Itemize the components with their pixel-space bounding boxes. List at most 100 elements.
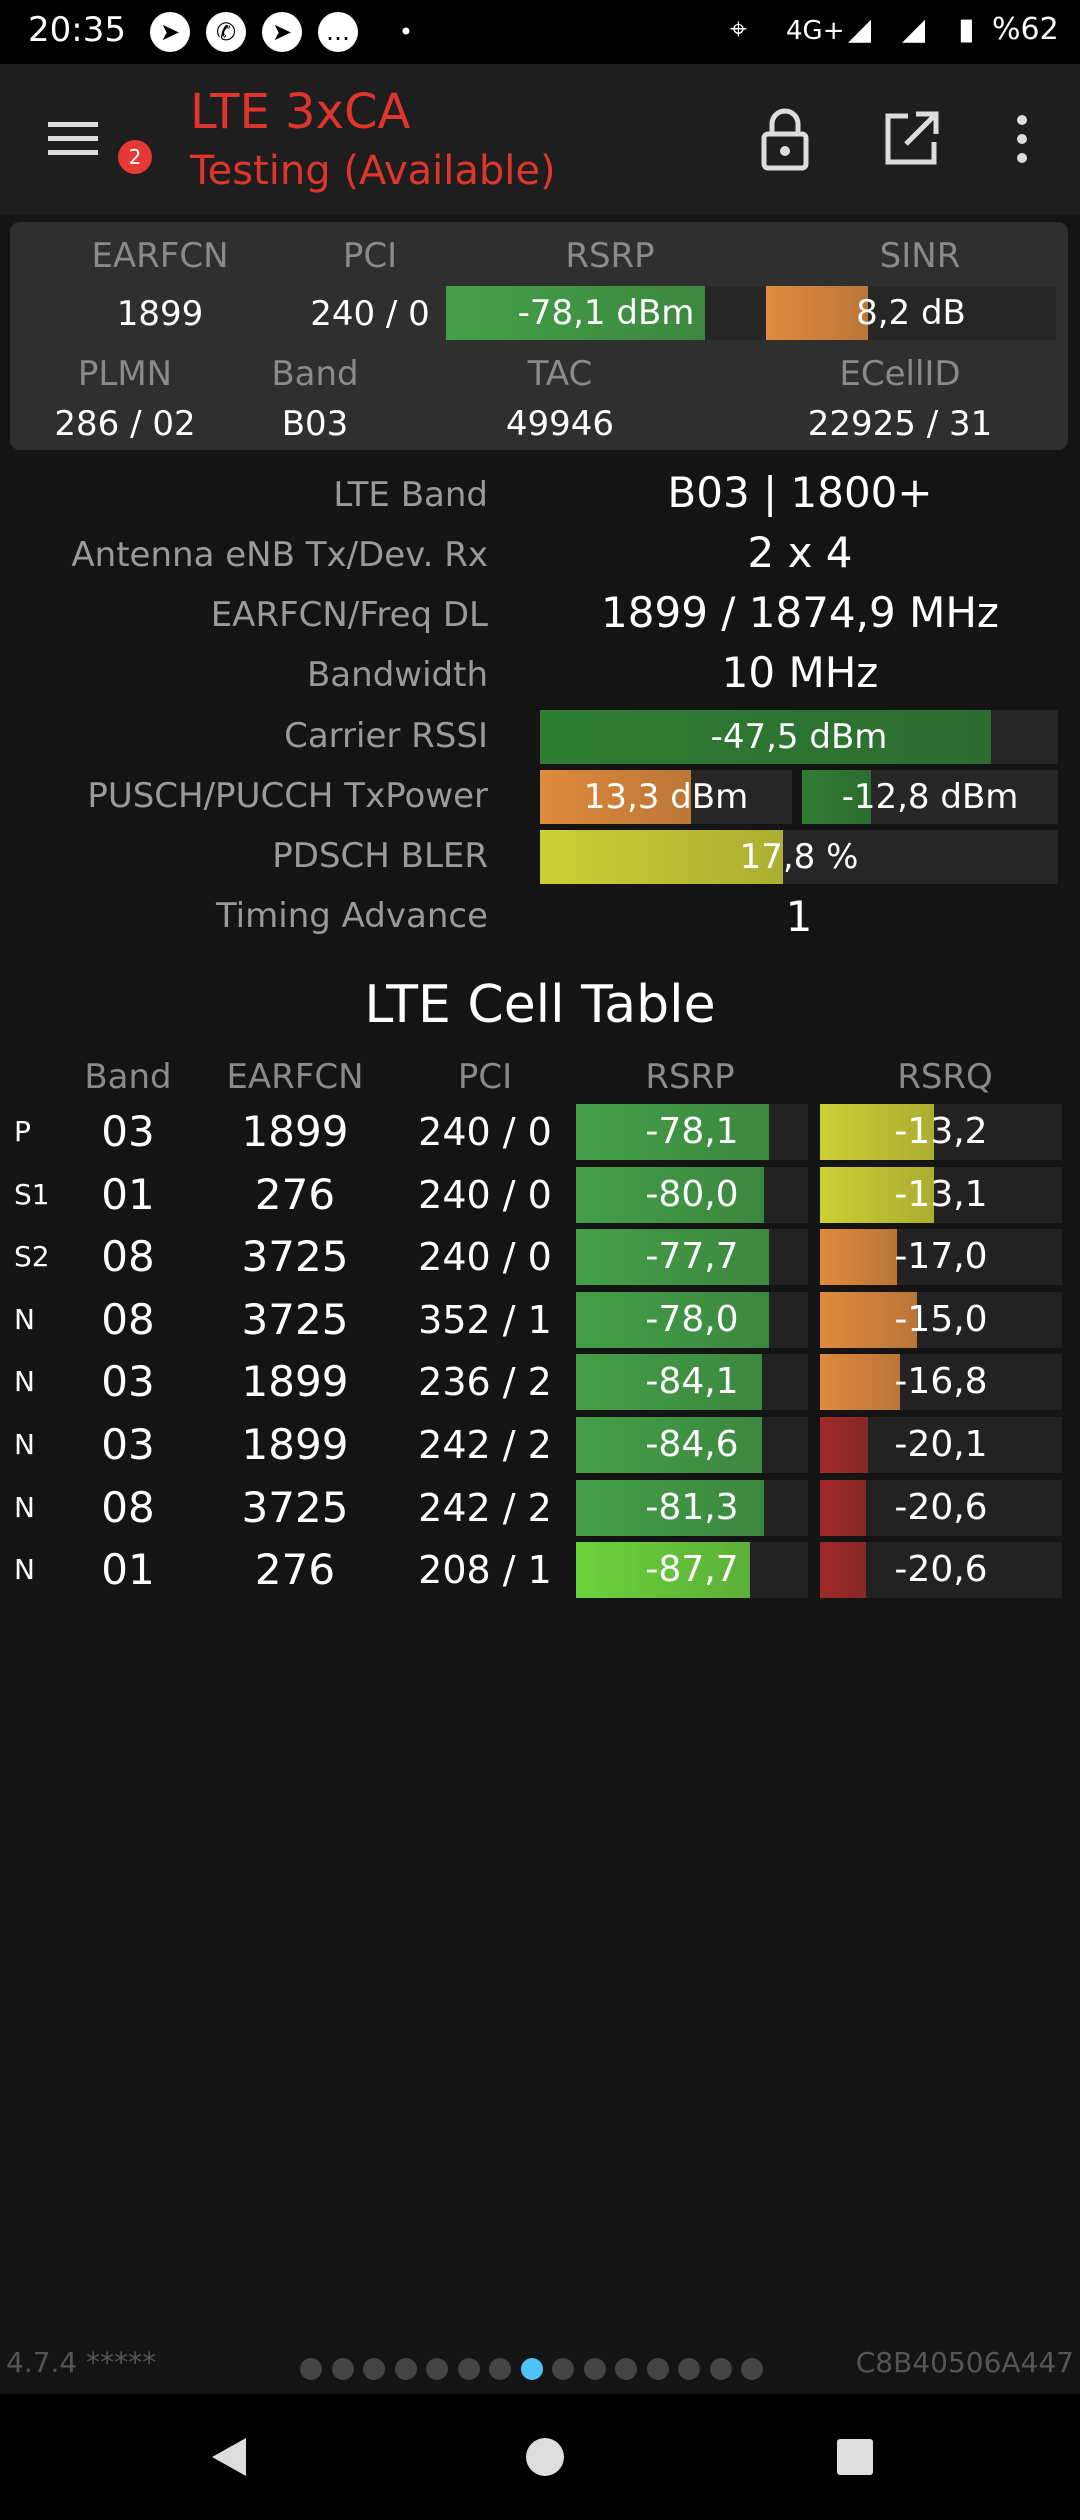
- cell-earfcn: 1899: [241, 1357, 349, 1407]
- page-dot[interactable]: [394, 2358, 417, 2380]
- cell-band: 08: [101, 1232, 155, 1282]
- cell-rsrp-value: -80,0: [645, 1173, 739, 1215]
- tac-value: 49946: [505, 404, 615, 444]
- sinr-bar: 8,2 dB: [766, 286, 1056, 340]
- pusch-power-value: 13,3 dBm: [583, 777, 749, 817]
- page-dot[interactable]: [457, 2358, 480, 2380]
- more-options-icon[interactable]: [1000, 104, 1044, 174]
- cell-earfcn: 3725: [241, 1482, 349, 1532]
- carrier-rssi-bar: -47,5 dBm: [540, 710, 1058, 764]
- cell-rsrq-bar: -20,6: [820, 1542, 1062, 1599]
- band-value: B03: [281, 404, 349, 444]
- menu-button[interactable]: 2: [40, 110, 152, 174]
- cell-band: 01: [101, 1545, 155, 1595]
- cell-rsrq-bar: -17,0: [820, 1229, 1062, 1286]
- open-external-icon[interactable]: [876, 104, 946, 174]
- cell-band: 08: [101, 1482, 155, 1532]
- cell-type: S1: [14, 1177, 50, 1211]
- cell-rsrq-value: -20,6: [894, 1549, 988, 1591]
- sinr-label: SINR: [879, 236, 961, 276]
- telegram-icon: ➤: [150, 12, 190, 52]
- page-dot[interactable]: [741, 2358, 763, 2380]
- cell-rsrp-fill: [576, 1542, 750, 1599]
- footer: 4.7.4 ***** C8B40506A447: [0, 2340, 1080, 2400]
- cell-rsrp-bar: -78,1: [576, 1104, 808, 1160]
- page-dot[interactable]: [552, 2358, 574, 2380]
- cell-rsrp-value: -87,7: [645, 1549, 739, 1591]
- cell-rsrq-value: -16,8: [894, 1361, 988, 1403]
- system-nav-bar: [0, 2394, 1080, 2520]
- cell-rsrp-value: -77,7: [645, 1236, 739, 1278]
- cell-type: S2: [14, 1240, 50, 1274]
- cell-pci: 240 / 0: [418, 1172, 552, 1217]
- app-version: 4.7.4 *****: [6, 2346, 157, 2379]
- band-label: Band: [271, 354, 359, 394]
- cell-earfcn: 276: [254, 1545, 336, 1595]
- page-dot[interactable]: [426, 2358, 448, 2380]
- cell-rsrp-value: -78,1: [645, 1111, 739, 1152]
- column-header: RSRP: [645, 1057, 735, 1097]
- page-dot[interactable]: [520, 2358, 543, 2380]
- earfcn-label: EARFCN: [91, 236, 229, 276]
- cell-rsrp-fill: [576, 1417, 762, 1473]
- table-row: S1 01 276 240 / 0 -80,0 -13,1: [0, 1166, 1080, 1223]
- cell-band: 03: [101, 1420, 155, 1469]
- battery-level: %62: [992, 12, 1059, 47]
- table-row: N 03 1899 236 / 2 -84,1 -16,8: [0, 1354, 1080, 1411]
- cell-earfcn: 1899: [241, 1420, 349, 1469]
- detail-label: Carrier RSSI: [284, 716, 488, 756]
- back-icon[interactable]: [206, 2434, 252, 2480]
- cell-earfcn: 1899: [241, 1107, 349, 1156]
- home-icon[interactable]: [522, 2434, 568, 2480]
- page-dot[interactable]: [331, 2358, 354, 2380]
- cell-earfcn: 276: [254, 1169, 336, 1219]
- signal-icon: ◢: [848, 12, 872, 47]
- ecellid-label: ECellID: [839, 354, 961, 394]
- pusch-power-bar: 13,3 dBm: [540, 770, 792, 824]
- cell-rsrp-bar: -80,0: [576, 1166, 808, 1223]
- telegram-icon: ➤: [262, 12, 302, 52]
- cell-rsrp-fill: [576, 1104, 769, 1160]
- detail-label: Antenna eNB Tx/Dev. Rx: [71, 535, 488, 575]
- detail-value: 1: [785, 892, 813, 941]
- rsrp-value: -78,1 dBm: [517, 293, 695, 333]
- rsrp-bar: -78,1 dBm: [446, 286, 766, 340]
- page-dot[interactable]: [615, 2358, 637, 2380]
- cell-rsrq-bar: -20,1: [820, 1417, 1062, 1473]
- pucch-power-bar: -12,8 dBm: [802, 770, 1058, 824]
- cell-rsrp-bar: -87,7: [576, 1542, 808, 1599]
- cell-type: N: [14, 1302, 35, 1336]
- page-dot[interactable]: [709, 2358, 732, 2380]
- sinr-bar-fill: [766, 286, 868, 340]
- page-dot[interactable]: [646, 2358, 669, 2380]
- cell-pci: 352 / 1: [418, 1297, 552, 1342]
- page-dot[interactable]: [583, 2358, 606, 2380]
- page-dot[interactable]: [300, 2358, 322, 2380]
- cell-rsrp-bar: -84,6: [576, 1417, 808, 1473]
- whatsapp-icon: ✆: [206, 12, 246, 52]
- page-dot[interactable]: [678, 2358, 700, 2380]
- menu-icon: [48, 122, 98, 127]
- table-row: N 03 1899 242 / 2 -84,6 -20,1: [0, 1417, 1080, 1473]
- cell-rsrp-value: -84,1: [645, 1361, 739, 1403]
- page-dot[interactable]: [489, 2358, 511, 2380]
- recents-icon[interactable]: [834, 2436, 876, 2478]
- cell-rsrq-value: -20,6: [894, 1486, 988, 1528]
- cell-rsrq-fill: [820, 1229, 898, 1286]
- detail-label: Bandwidth: [306, 655, 488, 695]
- plmn-value: 286 / 02: [54, 404, 196, 444]
- cell-type: P: [14, 1115, 31, 1148]
- table-row: N 01 276 208 / 1 -87,7 -20,6: [0, 1542, 1080, 1599]
- detail-value: B03 | 1800+: [667, 468, 933, 517]
- table-row: S2 08 3725 240 / 0 -77,7 -17,0: [0, 1229, 1080, 1286]
- cell-rsrp-bar: -78,0: [576, 1291, 808, 1348]
- page-dot[interactable]: [363, 2358, 385, 2380]
- cell-band: 03: [101, 1357, 155, 1407]
- bler-bar: 17,8 %: [540, 830, 1058, 884]
- table-row: N 08 3725 352 / 1 -78,0 -15,0: [0, 1291, 1080, 1348]
- pucch-power-value: -12,8 dBm: [841, 777, 1019, 817]
- cell-rsrp-fill: [576, 1166, 764, 1223]
- lock-icon[interactable]: [750, 104, 820, 174]
- status-bar: 20:35 ➤ ✆ ➤ … • ⌖ 4G+ ◢ ◢ ▮ %62: [0, 0, 1080, 64]
- detail-label: PUSCH/PUCCH TxPower: [87, 776, 488, 816]
